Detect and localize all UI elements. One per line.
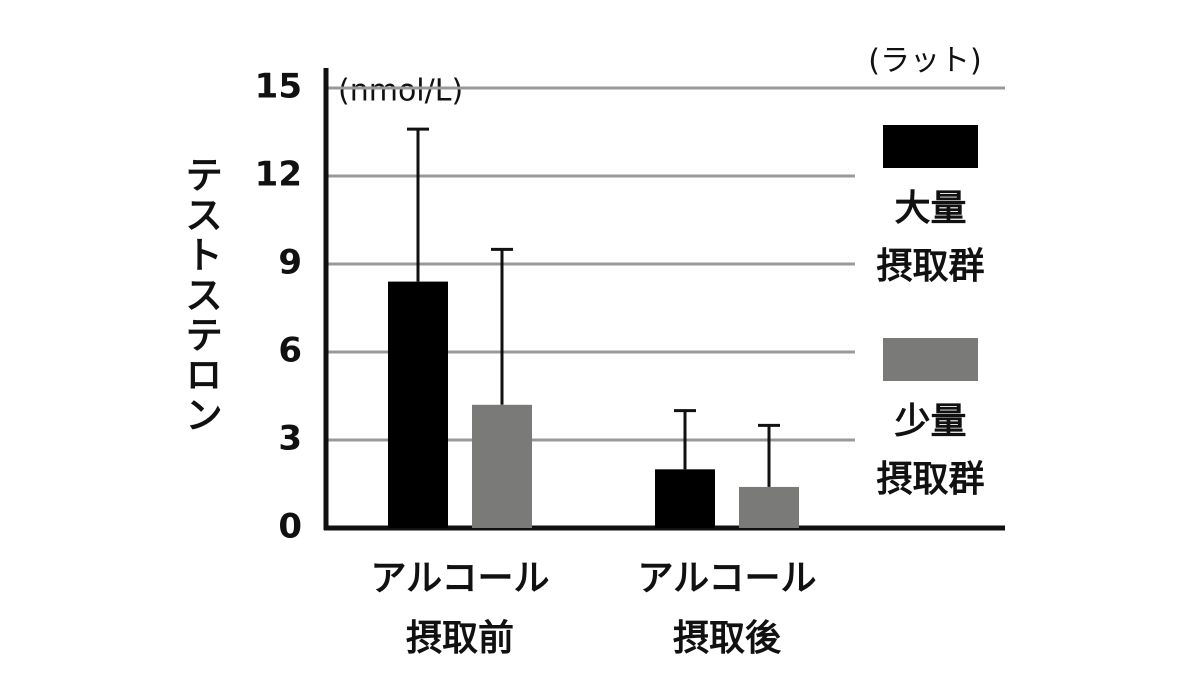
- subject-annotation: (ラット): [868, 44, 981, 79]
- bar: [388, 281, 448, 528]
- bar: [739, 486, 799, 528]
- bar: [472, 404, 532, 528]
- x-tick-label: 摂取前: [406, 618, 514, 659]
- x-tick-label: 摂取後: [673, 618, 782, 659]
- x-tick-label: アルコール: [371, 558, 550, 599]
- y-tick-label: 15: [255, 67, 302, 107]
- legend-label: 摂取群: [876, 459, 984, 500]
- bar: [655, 469, 715, 528]
- legend-swatch: [883, 338, 978, 381]
- y-tick-label: 0: [278, 507, 302, 547]
- legend-swatch: [883, 125, 978, 168]
- y-tick-label: 12: [255, 155, 302, 195]
- y-axis-label: テストステロン: [179, 155, 223, 435]
- y-tick-label: 9: [278, 243, 302, 283]
- legend-label: 摂取群: [876, 246, 984, 287]
- y-tick-label: 3: [278, 419, 302, 459]
- legend-label: 大量: [894, 188, 966, 229]
- unit-annotation: (nmol/L): [338, 74, 463, 109]
- legend-label: 少量: [894, 401, 966, 442]
- x-tick-label: アルコール: [638, 558, 817, 599]
- y-tick-label: 6: [278, 331, 302, 371]
